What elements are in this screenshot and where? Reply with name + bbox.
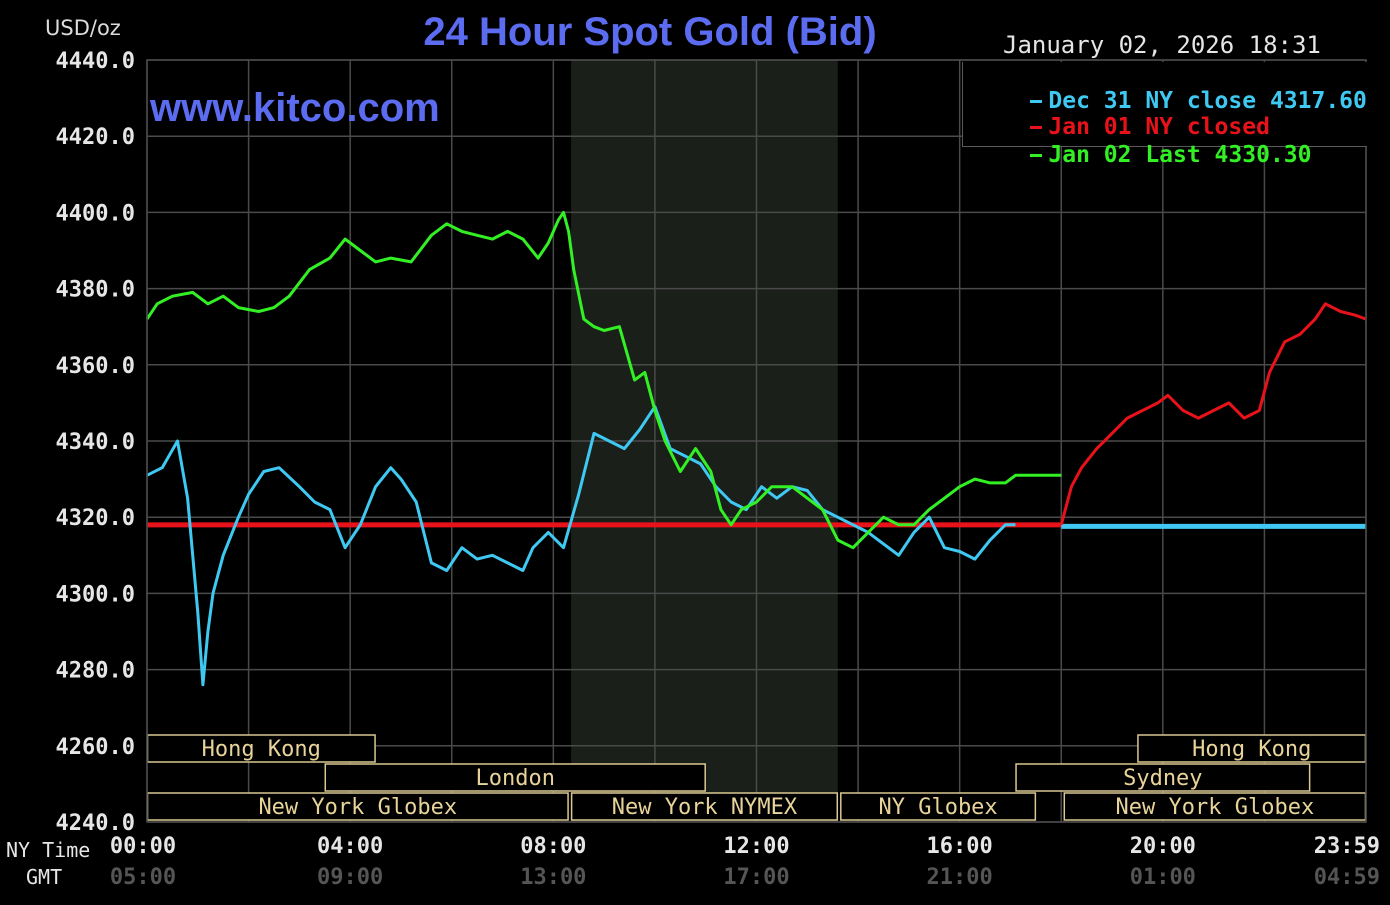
session-label: New York NYMEX: [612, 795, 798, 820]
series-line-0: [146, 405, 1016, 687]
chart-title: 24 Hour Spot Gold (Bid): [423, 10, 877, 54]
y-tick-label: 4300.0: [56, 582, 135, 607]
session-label: Hong Kong: [202, 737, 321, 762]
session-label: New York Globex: [258, 795, 457, 820]
session-label: Hong Kong: [1192, 737, 1311, 762]
x-tick-label-gmt: 01:00: [1130, 865, 1196, 890]
legend-item-jan01: Jan 01 NY closed: [975, 88, 1270, 166]
y-tick-label: 4440.0: [56, 49, 135, 74]
legend-item-jan02: Jan 02 Last 4330.30: [975, 116, 1312, 194]
session-box: [146, 792, 569, 821]
x-tick-label-gmt: 13:00: [520, 865, 586, 890]
session-label: NY Globex: [878, 795, 997, 820]
session-box: [1063, 792, 1367, 821]
unit-label: USD/oz: [45, 16, 121, 40]
gmt-label: GMT: [26, 865, 62, 889]
x-tick-label-ny: 20:00: [1130, 834, 1196, 859]
session-box: [1137, 734, 1367, 763]
x-tick-label-gmt: 04:59: [1314, 865, 1380, 890]
x-tick-label-ny: 12:00: [723, 834, 789, 859]
y-tick-label: 4280.0: [56, 659, 135, 684]
legend: Dec 31 NY close 4317.60 Jan 01 NY closed…: [962, 62, 1367, 168]
watermark: www.kitco.com: [150, 86, 440, 130]
legend-item-dec31: Dec 31 NY close 4317.60: [975, 62, 1367, 140]
legend-label-jan02: Jan 02 Last 4330.30: [1048, 142, 1312, 168]
y-tick-label: 4260.0: [56, 735, 135, 760]
series-line-1: [145, 210, 1062, 550]
x-tick-label-gmt: 17:00: [723, 865, 789, 890]
session-box: [146, 734, 376, 763]
y-tick-label: 4420.0: [56, 125, 135, 150]
y-tick-label: 4340.0: [56, 430, 135, 455]
date-stamp: January 02, 2026 18:31: [1003, 31, 1321, 59]
y-tick-label: 4240.0: [56, 811, 135, 836]
session-label: New York Globex: [1116, 795, 1315, 820]
x-tick-label-ny: 08:00: [520, 834, 586, 859]
x-tick-label-ny: 04:00: [317, 834, 383, 859]
x-tick-label-gmt: 21:00: [927, 865, 993, 890]
x-tick-label-ny: 23:59: [1314, 834, 1380, 859]
y-tick-label: 4320.0: [56, 506, 135, 531]
x-tick-label-ny: 00:00: [110, 834, 176, 859]
session-label: London: [475, 766, 554, 791]
legend-label-jan01: Jan 01 NY closed: [1048, 114, 1270, 140]
session-box: [1015, 763, 1311, 792]
y-tick-label: 4380.0: [56, 278, 135, 303]
ny-time-label: NY Time: [6, 838, 90, 862]
session-box: [570, 792, 839, 821]
x-tick-label-gmt: 05:00: [110, 865, 176, 890]
series-line-2: [1059, 302, 1367, 526]
x-tick-label-ny: 16:00: [927, 834, 993, 859]
session-box: [324, 763, 706, 792]
session-label: Sydney: [1123, 766, 1202, 791]
x-tick-label-gmt: 09:00: [317, 865, 383, 890]
session-box: [840, 792, 1037, 821]
y-tick-label: 4360.0: [56, 354, 135, 379]
legend-label-dec31: Dec 31 NY close 4317.60: [1048, 88, 1367, 114]
legend-swatch-jan02: [1030, 154, 1043, 157]
plot-border: [146, 59, 1367, 823]
legend-swatch-jan01: [1030, 126, 1043, 129]
legend-swatch-dec31: [1030, 100, 1043, 103]
y-tick-label: 4400.0: [56, 201, 135, 226]
